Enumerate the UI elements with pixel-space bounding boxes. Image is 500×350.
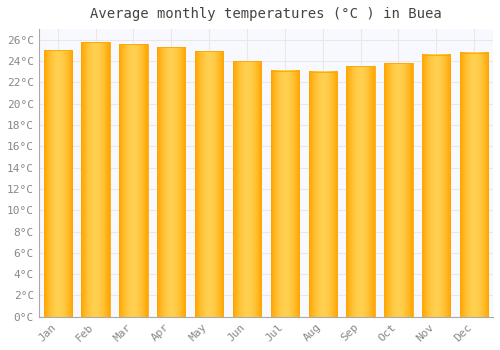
Bar — [233, 61, 261, 317]
Bar — [384, 63, 412, 317]
Bar — [346, 66, 375, 317]
Bar — [44, 50, 72, 317]
Bar — [82, 42, 110, 317]
Bar — [195, 51, 224, 317]
Bar — [422, 55, 450, 317]
Bar — [157, 47, 186, 317]
Bar — [308, 72, 337, 317]
Bar — [119, 44, 148, 317]
Bar — [460, 52, 488, 317]
Title: Average monthly temperatures (°C ) in Buea: Average monthly temperatures (°C ) in Bu… — [90, 7, 442, 21]
Bar — [270, 71, 299, 317]
